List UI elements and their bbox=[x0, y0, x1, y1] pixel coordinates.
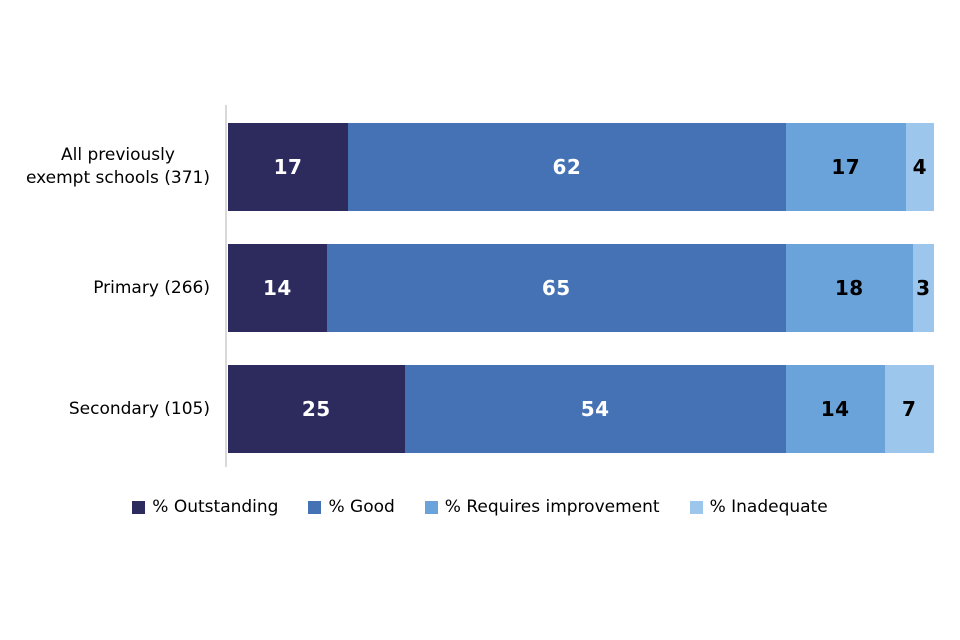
value-label: 7 bbox=[902, 397, 917, 421]
legend-item: % Inadequate bbox=[689, 497, 828, 517]
value-label: 54 bbox=[580, 397, 610, 421]
bar-segment: 17 bbox=[228, 123, 349, 211]
value-label: 17 bbox=[831, 155, 861, 179]
value-label: 14 bbox=[820, 397, 850, 421]
legend-color-swatch-icon bbox=[424, 500, 438, 514]
bar-segment: 65 bbox=[326, 244, 786, 332]
bar-segment: 4 bbox=[905, 123, 934, 211]
legend-label: % Outstanding bbox=[152, 497, 279, 517]
value-label: 17 bbox=[273, 155, 303, 179]
category-label-line: Primary (266) bbox=[93, 277, 210, 298]
legend-label: % Good bbox=[328, 497, 395, 517]
category-label-line: All previously bbox=[60, 145, 175, 165]
category-label: Secondary (105) bbox=[0, 365, 210, 453]
bar-row: 17 62 17 4 bbox=[228, 123, 934, 211]
bar-segment: 14 bbox=[785, 365, 885, 453]
legend-color-swatch-icon bbox=[132, 500, 146, 514]
legend-label: % Requires improvement bbox=[444, 497, 660, 517]
bar-segment: 14 bbox=[228, 244, 327, 332]
bar-segment: 7 bbox=[884, 365, 934, 453]
value-label: 18 bbox=[834, 276, 864, 300]
value-label: 62 bbox=[552, 155, 582, 179]
legend-item: % Requires improvement bbox=[424, 497, 660, 517]
category-label-line: exempt schools (371) bbox=[25, 168, 210, 188]
value-label: 65 bbox=[541, 276, 571, 300]
category-label: All previously exempt schools (371) bbox=[0, 123, 210, 211]
y-axis-line bbox=[225, 105, 227, 467]
value-label: 14 bbox=[262, 276, 292, 300]
bar-segment: 3 bbox=[912, 244, 934, 332]
bar-segment: 18 bbox=[785, 244, 913, 332]
value-label: 4 bbox=[912, 155, 928, 179]
category-label: Primary (266) bbox=[0, 244, 210, 332]
bar-segment: 25 bbox=[228, 365, 405, 453]
bar-row: 25 54 14 7 bbox=[228, 365, 934, 453]
value-label: 25 bbox=[301, 397, 331, 421]
legend-label: % Inadequate bbox=[709, 497, 828, 517]
legend-color-swatch-icon bbox=[689, 500, 703, 514]
bar-row: 14 65 18 3 bbox=[228, 244, 934, 332]
legend-item: % Good bbox=[308, 497, 395, 517]
legend: % Outstanding % Good % Requires improvemen… bbox=[0, 493, 960, 521]
bar-segment: 62 bbox=[348, 123, 786, 211]
bar-segment: 17 bbox=[785, 123, 906, 211]
value-label: 3 bbox=[916, 276, 931, 300]
category-label-line: Secondary (105) bbox=[68, 398, 210, 419]
bar-segment: 54 bbox=[404, 365, 786, 453]
legend-color-swatch-icon bbox=[308, 500, 322, 514]
legend-item: % Outstanding bbox=[132, 497, 278, 517]
